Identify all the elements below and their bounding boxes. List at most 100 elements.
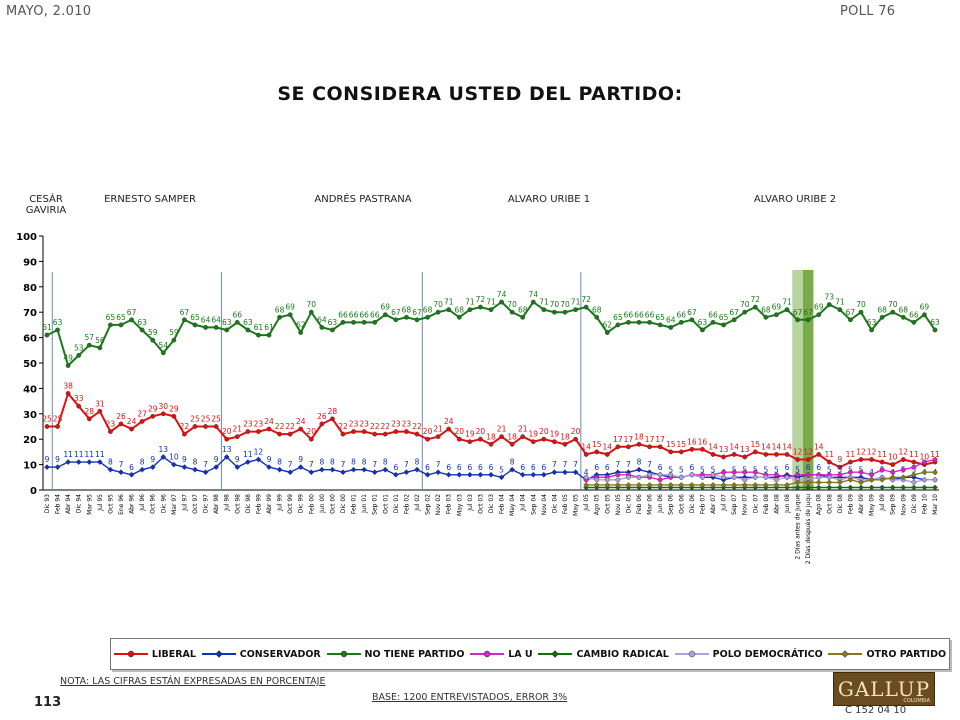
x-tick-label: Feb 00 [308, 494, 315, 514]
data-label-liberal: 26 [116, 412, 126, 421]
data-label-conservador: 11 [243, 450, 253, 459]
data-point-la_u [879, 467, 885, 473]
data-point-cambio [889, 484, 896, 491]
x-tick-label: Nov 02 [435, 494, 442, 515]
data-point-no_tiene [583, 304, 589, 310]
data-label-no_tiene: 69 [920, 303, 930, 312]
footnote: NOTA: LAS CIFRAS ESTÁN EXPRESADAS EN POR… [60, 676, 326, 687]
data-point-la_u [657, 477, 663, 483]
data-point-no_tiene [879, 314, 885, 320]
data-point-liberal [562, 441, 568, 447]
data-point-conservador [636, 466, 642, 473]
data-point-otro [784, 482, 790, 488]
data-label-conservador: 9 [298, 455, 303, 464]
data-label-conservador: 11 [74, 450, 84, 459]
data-point-no_tiene [340, 319, 346, 325]
data-point-otro [731, 482, 738, 488]
data-label-liberal: 25 [211, 415, 221, 424]
x-tick-label: Oct 96 [150, 494, 157, 514]
x-tick-label: May 03 [456, 494, 463, 516]
data-point-liberal [552, 439, 557, 445]
data-label-no_tiene: 72 [581, 295, 591, 304]
legend-item-no_tiene: NO TIENE PARTIDO [326, 648, 464, 660]
data-point-no_tiene [55, 327, 60, 333]
data-label-liberal: 15 [677, 440, 687, 449]
x-tick-label: 2 Días después de Juqu [805, 494, 812, 564]
data-point-conservador [86, 459, 93, 465]
data-point-conservador [392, 471, 399, 478]
data-label-no_tiene: 68 [899, 305, 909, 314]
x-tick-label: Nov 07 [742, 494, 749, 515]
x-tick-label: Oct 08 [826, 494, 833, 514]
data-point-no_tiene [182, 317, 187, 323]
data-point-conservador [308, 469, 315, 476]
data-point-liberal [351, 429, 356, 434]
data-label-conservador: 7 [341, 460, 346, 469]
x-tick-label: May 04 [509, 494, 516, 516]
data-label-no_tiene: 69 [772, 303, 782, 312]
x-tick-label: Mar 06 [647, 494, 654, 515]
data-point-conservador [361, 466, 368, 473]
data-label-liberal: 22 [180, 422, 190, 431]
data-point-no_tiene [721, 322, 726, 328]
data-label-liberal: 25 [42, 415, 52, 424]
x-tick-label: Jul 95 [97, 494, 104, 512]
data-label-liberal: 14 [761, 442, 771, 451]
x-tick-label: Abr 98 [213, 494, 220, 514]
data-label-no_tiene: 71 [571, 298, 581, 307]
data-point-otro [826, 479, 833, 486]
data-label-no_tiene: 70 [888, 300, 898, 309]
data-label-liberal: 29 [169, 404, 179, 413]
x-tick-label: Oct 05 [604, 494, 611, 514]
data-label-liberal: 12 [793, 448, 803, 457]
data-label-no_tiene: 59 [169, 328, 179, 337]
data-point-no_tiene [752, 304, 758, 310]
data-label-liberal: 16 [698, 437, 708, 446]
data-label-conservador: 5 [732, 465, 737, 474]
data-point-liberal [171, 413, 177, 419]
data-point-conservador [445, 471, 452, 478]
data-point-otro [815, 479, 822, 486]
data-label-conservador: 6 [541, 463, 546, 472]
legend-item-liberal: LIBERAL [113, 648, 196, 660]
data-point-liberal [530, 439, 536, 445]
data-label-no_tiene: 70 [856, 300, 866, 309]
data-point-la_u [858, 469, 864, 475]
data-point-polo [721, 474, 726, 480]
data-label-no_tiene: 68 [761, 305, 771, 314]
data-point-liberal [372, 431, 378, 437]
data-point-cambio [858, 484, 864, 491]
data-label-no_tiene: 66 [349, 310, 359, 319]
data-label-conservador: 5 [742, 465, 747, 474]
data-point-liberal [382, 431, 388, 437]
data-point-conservador [234, 464, 241, 471]
data-label-conservador: 6 [457, 463, 462, 472]
data-label-conservador: 5 [827, 465, 832, 474]
data-label-no_tiene: 73 [825, 293, 835, 302]
data-point-no_tiene [869, 327, 874, 333]
data-label-conservador: 6 [467, 463, 472, 472]
data-label-no_tiene: 62 [296, 321, 306, 330]
x-tick-label: Sep 07 [731, 494, 738, 515]
data-label-liberal: 25 [53, 415, 63, 424]
x-tick-label: Feb 03 [446, 494, 453, 514]
data-point-conservador [54, 464, 61, 471]
data-point-polo [636, 474, 642, 480]
data-label-conservador: 8 [140, 458, 145, 467]
data-point-no_tiene [467, 307, 473, 313]
x-tick-label: Sep 02 [425, 494, 432, 515]
data-point-no_tiene [150, 337, 156, 343]
data-point-liberal [805, 457, 811, 462]
data-point-la_u [911, 464, 917, 470]
data-label-liberal: 12 [803, 448, 813, 457]
data-point-no_tiene [86, 342, 92, 348]
data-label-liberal: 23 [254, 420, 264, 429]
data-label-liberal: 21 [433, 425, 443, 434]
data-label-no_tiene: 71 [539, 298, 549, 307]
x-tick-label: May 05 [573, 494, 580, 516]
data-label-no_tiene: 62 [603, 321, 613, 330]
data-point-liberal [700, 446, 705, 452]
data-label-no_tiene: 66 [708, 310, 718, 319]
x-tick-label: Mar 97 [171, 494, 178, 515]
data-point-no_tiene [816, 312, 822, 318]
